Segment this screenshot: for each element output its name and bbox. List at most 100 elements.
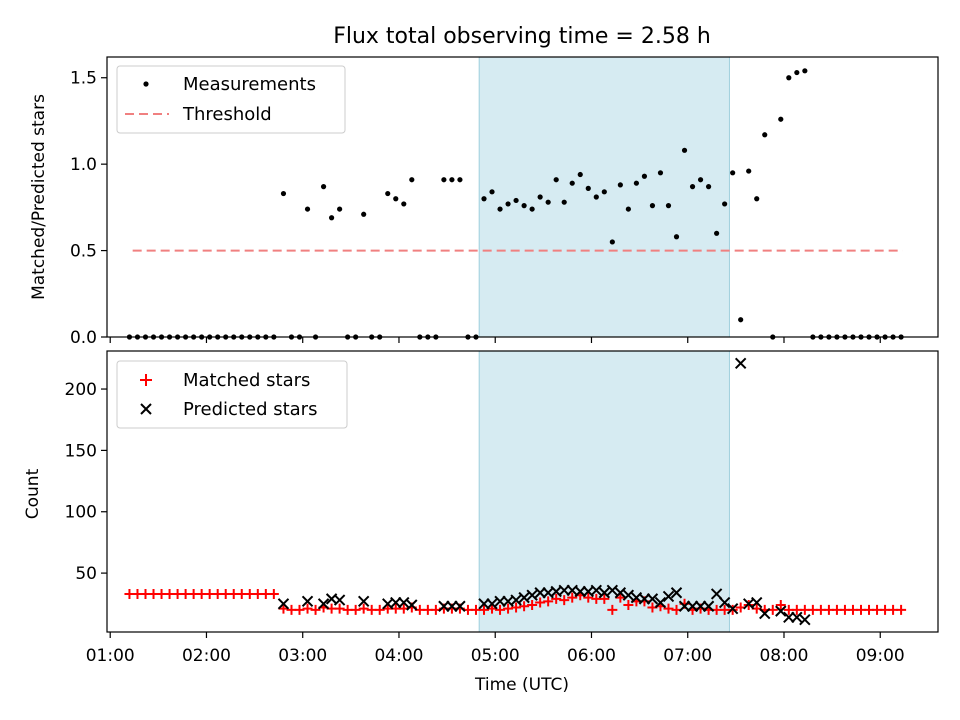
x-tick-label: 06:00 <box>567 646 616 666</box>
top-axes-frame <box>106 56 939 338</box>
predicted-star-point <box>791 611 803 623</box>
predicted-star-point <box>357 595 370 608</box>
measurement-point <box>754 196 760 202</box>
predicted-star-point <box>759 607 771 620</box>
measurement-point <box>545 199 551 205</box>
measurement-point <box>746 168 752 174</box>
matched-star-point <box>519 601 530 612</box>
x-tick-label: 07:00 <box>663 646 712 666</box>
top-y-ticks: 0.0 0.5 1.0 1.5 <box>70 69 107 348</box>
predicted-star-point <box>454 600 466 612</box>
top-x-ticks <box>109 337 881 343</box>
top-y-tick-label: 1.0 <box>70 155 97 175</box>
predicted-star-point <box>406 599 418 611</box>
measurement-point <box>617 182 623 188</box>
predicted-stars-series <box>277 357 811 626</box>
matched-star-point <box>896 604 907 615</box>
top-y-tick-label: 0.0 <box>70 328 97 348</box>
matched-star-point <box>511 602 522 613</box>
bottom-y-tick-label: 150 <box>65 441 97 461</box>
bottom-y-axis-label: Count <box>23 468 43 519</box>
matched-star-point <box>607 604 618 615</box>
matched-star-point <box>623 600 634 611</box>
measurement-point <box>665 203 672 209</box>
measurement-point <box>681 147 688 153</box>
measurement-point <box>786 75 792 81</box>
measurement-point <box>673 234 680 240</box>
predicted-star-point <box>277 598 290 610</box>
legend-matched-marker <box>140 374 152 386</box>
predicted-star-point <box>702 600 715 612</box>
matched-star-point <box>527 600 538 611</box>
legend-matched-label: Matched stars <box>183 370 310 391</box>
bottom-legend-box <box>116 360 348 429</box>
measurement-point <box>449 177 455 183</box>
matched-star-point <box>551 593 562 604</box>
predicted-star-point <box>606 584 619 596</box>
measurement-point <box>738 317 744 323</box>
matched-star-point <box>495 604 506 615</box>
measurement-point <box>521 203 527 209</box>
bottom-legend: Matched stars Predicted stars <box>116 360 348 429</box>
measurement-point <box>481 196 487 202</box>
measurement-point <box>304 206 311 212</box>
legend-measurements-label: Measurements <box>183 74 316 95</box>
bottom-panel: 50 100 150 200 01:00 02:00 03:00 04:00 05:00 06:… <box>23 350 939 695</box>
top-y-axis-label: Matched/Predicted stars <box>29 94 49 300</box>
predicted-star-point <box>718 596 731 609</box>
measurement-point <box>561 199 567 205</box>
measurement-point <box>697 177 704 183</box>
measurement-point <box>441 177 447 183</box>
bottom-y-tick-label: 50 <box>75 564 97 584</box>
legend-predicted-label: Predicted stars <box>183 399 317 420</box>
x-tick-label: 03:00 <box>278 646 327 666</box>
measurement-point <box>361 211 367 217</box>
matched-star-point <box>334 603 345 614</box>
measurement-point <box>513 197 519 204</box>
bottom-y-ticks: 50 100 150 200 <box>65 380 107 584</box>
predicted-star-point <box>510 594 522 606</box>
top-shaded-interval <box>478 56 730 338</box>
measurement-point <box>649 203 656 209</box>
measurement-point <box>730 170 736 176</box>
measurement-point <box>657 170 664 176</box>
measurement-point <box>401 201 407 207</box>
matched-star-point <box>663 603 674 614</box>
matched-star-point <box>567 592 578 603</box>
predicted-star-point <box>526 589 538 601</box>
predicted-star-point <box>398 596 410 609</box>
measurement-point <box>609 239 615 245</box>
predicted-star-point <box>301 595 314 608</box>
matched-star-point <box>350 604 361 615</box>
x-tick-label: 02:00 <box>182 646 231 666</box>
measurement-point <box>794 69 800 76</box>
measurement-point <box>537 194 543 200</box>
x-tick-label: 09:00 <box>856 646 905 666</box>
predicted-star-point <box>614 587 627 599</box>
matched-star-point <box>278 603 289 614</box>
measurement-point <box>689 184 696 190</box>
predicted-star-point <box>518 591 530 604</box>
matched-star-point <box>294 604 305 615</box>
measurement-point <box>457 177 463 183</box>
predicted-star-point <box>751 596 763 609</box>
matched-star-point <box>268 588 279 599</box>
measurement-point <box>778 116 784 122</box>
matched-star-point <box>310 604 321 615</box>
matched-star-point <box>775 600 786 611</box>
measurement-point <box>722 201 728 207</box>
measurement-point <box>577 171 583 178</box>
matched-star-point <box>302 603 313 614</box>
predicted-star-point <box>654 596 667 609</box>
matched-star-point <box>615 592 626 603</box>
legend-threshold-label: Threshold <box>182 104 272 125</box>
predicted-star-point <box>333 594 346 606</box>
measurement-point <box>280 190 287 197</box>
predicted-star-point <box>486 598 498 610</box>
matched-star-point <box>503 603 514 614</box>
predicted-star-point <box>734 357 747 369</box>
matched-star-point <box>599 593 610 604</box>
predicted-star-point <box>646 593 659 605</box>
measurement-point <box>393 196 399 202</box>
predicted-star-point <box>799 614 811 626</box>
